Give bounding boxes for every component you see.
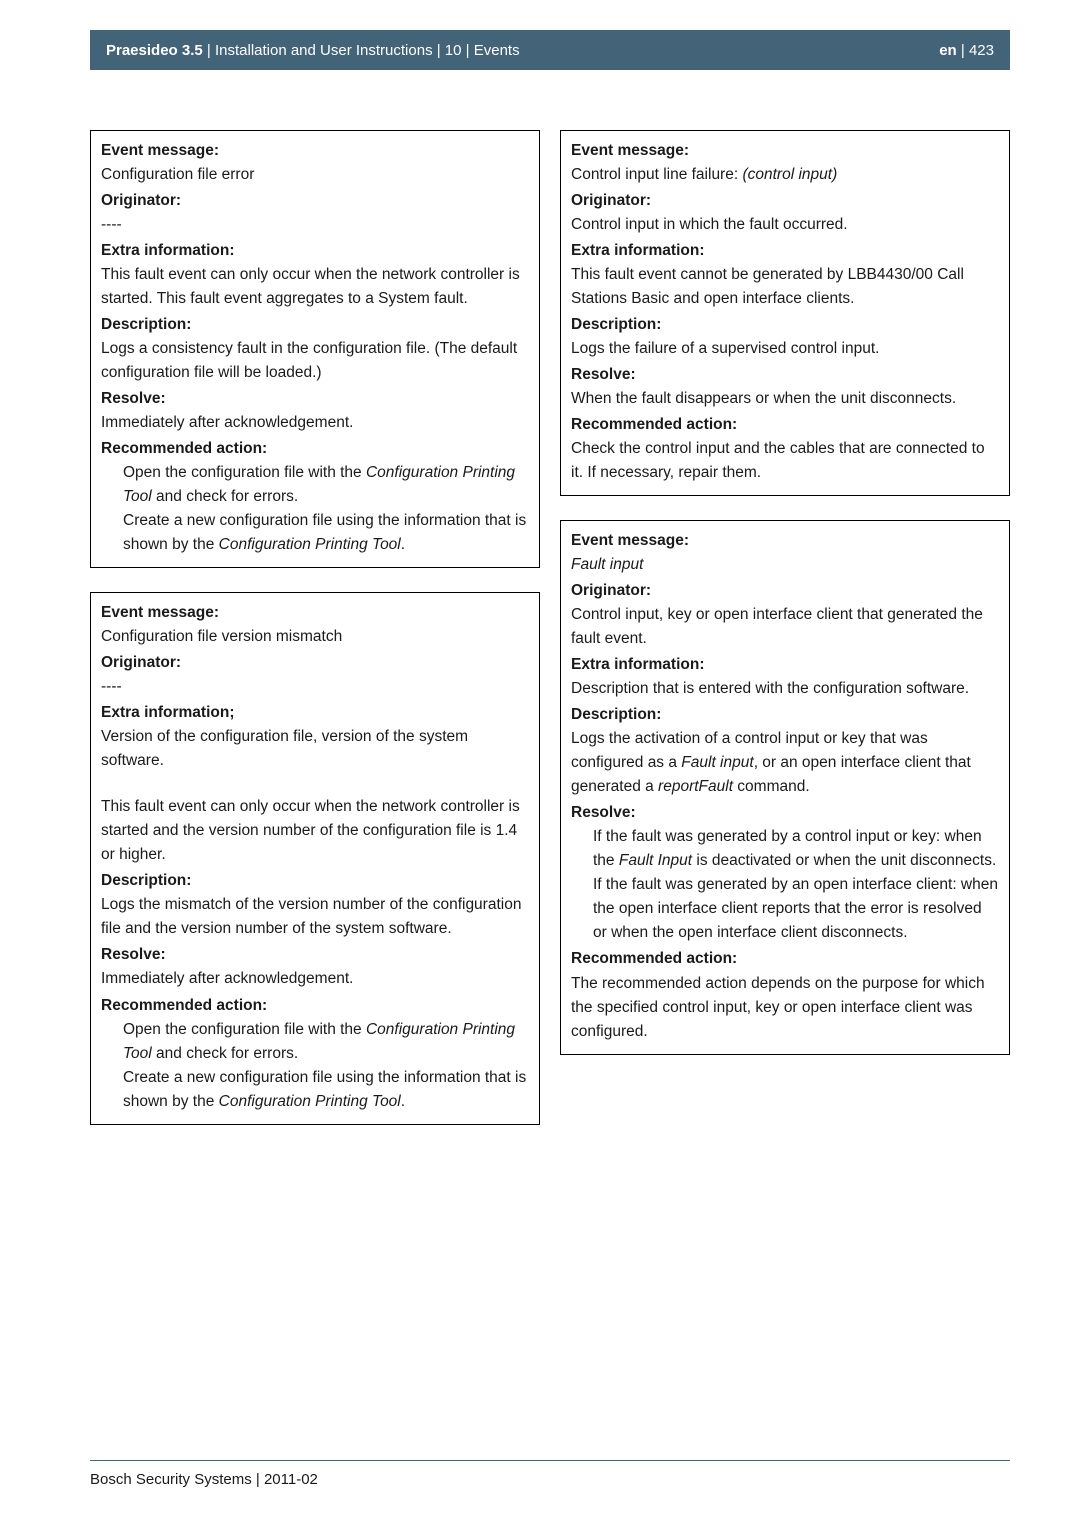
- section-body: Immediately after acknowledgement.: [101, 411, 529, 435]
- event-box: Event message:Configuration file version…: [90, 592, 540, 1124]
- section-label: Extra information;: [101, 701, 529, 725]
- section-body: Configuration file error: [101, 163, 529, 187]
- section-label: Recommended action:: [101, 437, 529, 461]
- section-label: Extra information:: [571, 653, 999, 677]
- footer-text: Bosch Security Systems | 2011-02: [90, 1471, 318, 1488]
- section-body: Logs the activation of a control input o…: [571, 727, 999, 799]
- section-body: The recommended action depends on the pu…: [571, 972, 999, 1044]
- section-label: Recommended action:: [571, 947, 999, 971]
- header-page-num: | 423: [957, 42, 994, 59]
- page-header: Praesideo 3.5 | Installation and User In…: [90, 30, 1010, 70]
- right-column: Event message:Control input line failure…: [560, 130, 1010, 1125]
- section-label: Description:: [571, 703, 999, 727]
- section-label: Originator:: [101, 651, 529, 675]
- section-bullet: Open the configuration file with the Con…: [101, 461, 529, 509]
- section-label: Description:: [101, 313, 529, 337]
- section-bullet: Open the configuration file with the Con…: [101, 1018, 529, 1066]
- section-label: Resolve:: [571, 363, 999, 387]
- section-label: Extra information:: [571, 239, 999, 263]
- section-label: Description:: [101, 869, 529, 893]
- section-body: When the fault disappears or when the un…: [571, 387, 999, 411]
- header-right: en | 423: [939, 42, 994, 59]
- section-bullet: Create a new configuration file using th…: [101, 1066, 529, 1114]
- section-label: Resolve:: [101, 387, 529, 411]
- section-body: Control input, key or open interface cli…: [571, 603, 999, 651]
- left-column: Event message:Configuration file errorOr…: [90, 130, 540, 1125]
- section-label: Resolve:: [101, 943, 529, 967]
- section-bullet: If the fault was generated by an open in…: [571, 873, 999, 945]
- section-label: Originator:: [571, 579, 999, 603]
- section-label: Description:: [571, 313, 999, 337]
- section-body: Immediately after acknowledgement.: [101, 967, 529, 991]
- event-box: Event message:Fault inputOriginator:Cont…: [560, 520, 1010, 1054]
- section-body: Logs the mismatch of the version number …: [101, 893, 529, 941]
- section-label: Recommended action:: [101, 994, 529, 1018]
- header-title-bold: Praesideo 3.5: [106, 42, 203, 59]
- section-body: Logs a consistency fault in the configur…: [101, 337, 529, 385]
- section-bullet: Create a new configuration file using th…: [101, 509, 529, 557]
- header-lang: en: [939, 42, 957, 59]
- section-body: Fault input: [571, 553, 999, 577]
- section-label: Extra information:: [101, 239, 529, 263]
- header-left: Praesideo 3.5 | Installation and User In…: [106, 42, 939, 59]
- section-label: Recommended action:: [571, 413, 999, 437]
- event-box: Event message:Control input line failure…: [560, 130, 1010, 496]
- header-title-rest: | Installation and User Instructions | 1…: [203, 42, 520, 59]
- section-body: Version of the configuration file, versi…: [101, 725, 529, 773]
- section-label: Event message:: [571, 139, 999, 163]
- section-bullet: If the fault was generated by a control …: [571, 825, 999, 873]
- section-body: Control input in which the fault occurre…: [571, 213, 999, 237]
- page-footer: Bosch Security Systems | 2011-02: [90, 1460, 1010, 1488]
- section-label: Event message:: [101, 139, 529, 163]
- section-label: Originator:: [571, 189, 999, 213]
- section-body: This fault event cannot be generated by …: [571, 263, 999, 311]
- section-body: Check the control input and the cables t…: [571, 437, 999, 485]
- section-body: This fault event can only occur when the…: [101, 263, 529, 311]
- section-label: Event message:: [101, 601, 529, 625]
- section-body: ----: [101, 213, 529, 237]
- section-body: This fault event can only occur when the…: [101, 795, 529, 867]
- section-label: Originator:: [101, 189, 529, 213]
- section-body: Control input line failure: (control inp…: [571, 163, 999, 187]
- event-box: Event message:Configuration file errorOr…: [90, 130, 540, 568]
- section-body: Logs the failure of a supervised control…: [571, 337, 999, 361]
- section-body: Configuration file version mismatch: [101, 625, 529, 649]
- content-columns: Event message:Configuration file errorOr…: [90, 130, 1010, 1125]
- section-label: Event message:: [571, 529, 999, 553]
- section-body: ----: [101, 675, 529, 699]
- section-label: Resolve:: [571, 801, 999, 825]
- section-body: Description that is entered with the con…: [571, 677, 999, 701]
